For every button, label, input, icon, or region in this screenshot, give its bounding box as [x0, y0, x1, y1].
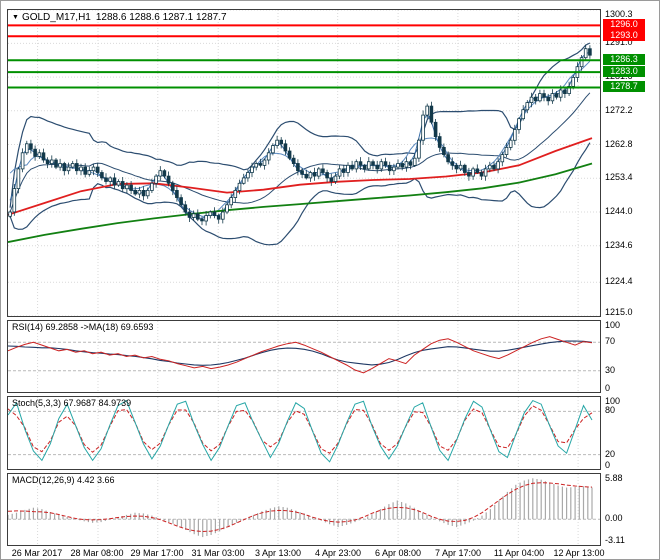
macd-axis: 5.88 0.00 -3.11 — [602, 473, 659, 546]
rsi-axis: 100 70 30 0 — [602, 320, 659, 393]
axis-tick-label: 1291.0 — [605, 37, 633, 48]
rsi-label: RSI(14) 69.2858 ->MA(18) 69.6593 — [12, 322, 154, 332]
rsi-panel: RSI(14) 69.2858 ->MA(18) 69.6593 — [7, 320, 601, 393]
time-axis-label: 31 Mar 03:00 — [191, 548, 245, 558]
axis-tick-label: 1253.4 — [605, 172, 633, 183]
time-axis-label: 26 Mar 2017 — [11, 548, 63, 558]
axis-tick-label: 1224.4 — [605, 276, 633, 287]
axis-tick-label: 1244.0 — [605, 205, 633, 216]
candlestick-plot[interactable] — [8, 10, 600, 316]
stochastic-label: Stoch(5,3,3) 67.9687 84.9739 — [12, 398, 132, 408]
axis-tick-label: 100 — [605, 320, 621, 330]
symbol-dropdown-icon[interactable]: ▼ — [12, 14, 19, 21]
axis-tick-label: 70 — [605, 336, 616, 347]
price-level-badge: 1286.3 — [603, 54, 645, 66]
macd-plot[interactable] — [8, 474, 600, 545]
axis-tick-label: 30 — [605, 364, 616, 375]
price-level-badge: 1296.0 — [603, 19, 645, 31]
axis-tick-label: 0 — [605, 383, 611, 393]
axis-tick-label: 5.88 — [605, 473, 623, 483]
axis-tick-label: 1215.0 — [605, 307, 633, 317]
axis-tick-label: 1234.6 — [605, 239, 633, 250]
symbol-label: GOLD_M17,H1 — [21, 12, 91, 23]
main-price-panel: ▼ GOLD_M17,H1 1288.6 1288.6 1287.1 1287.7 — [7, 9, 601, 317]
axis-tick-label: 0 — [605, 460, 611, 470]
time-axis-label: 12 Apr 13:00 — [553, 548, 605, 558]
axis-tick-label: 100 — [605, 396, 621, 406]
ohlc-values: 1288.6 1288.6 1287.1 1287.7 — [95, 12, 227, 23]
price-axis: 1300.31291.01281.61272.21262.81253.41244… — [602, 9, 659, 317]
stochastic-plot[interactable] — [8, 397, 600, 469]
time-axis-label: 7 Apr 17:00 — [434, 548, 482, 558]
axis-tick-label: 1300.3 — [605, 9, 633, 19]
price-level-badge: 1283.0 — [603, 66, 645, 78]
macd-label: MACD(12,26,9) 4.42 3.66 — [12, 475, 115, 485]
axis-tick-label: 1262.8 — [605, 138, 633, 149]
stochastic-panel: Stoch(5,3,3) 67.9687 84.9739 — [7, 396, 601, 470]
time-axis-label: 6 Apr 08:00 — [374, 548, 422, 558]
time-axis-label: 28 Mar 08:00 — [70, 548, 124, 558]
price-level-badge: 1278.7 — [603, 81, 645, 93]
time-axis-label: 4 Apr 23:00 — [314, 548, 362, 558]
rsi-plot[interactable] — [8, 321, 600, 392]
time-axis: 26 Mar 2017 28 Mar 08:00 29 Mar 17:00 31 Ma… — [7, 548, 605, 559]
axis-tick-label: -3.11 — [605, 535, 625, 546]
time-axis-label: 3 Apr 13:00 — [254, 548, 302, 558]
axis-tick-label: 0.00 — [605, 513, 623, 524]
stochastic-axis: 100 80 20 0 — [602, 396, 659, 470]
axis-tick-label: 20 — [605, 448, 616, 459]
axis-tick-label: 1272.2 — [605, 104, 633, 115]
axis-tick-label: 80 — [605, 405, 616, 416]
time-axis-label: 11 Apr 04:00 — [493, 548, 545, 558]
macd-panel: MACD(12,26,9) 4.42 3.66 — [7, 473, 601, 546]
chart-title: ▼ GOLD_M17,H1 1288.6 1288.6 1287.1 1287.7 — [12, 12, 227, 23]
price-level-badge: 1293.0 — [603, 30, 645, 42]
time-axis-label: 29 Mar 17:00 — [130, 548, 184, 558]
